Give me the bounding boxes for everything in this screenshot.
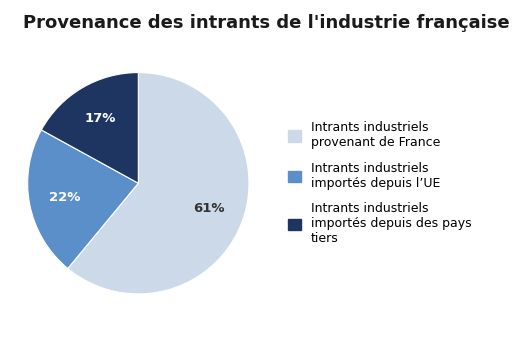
Text: 17%: 17% [85, 112, 115, 125]
Wedge shape [28, 130, 138, 268]
Text: 22%: 22% [49, 191, 80, 204]
Wedge shape [68, 73, 249, 294]
Wedge shape [41, 73, 138, 183]
Legend: Intrants industriels
provenant de France, Intrants industriels
importés depuis l: Intrants industriels provenant de France… [288, 121, 471, 245]
Text: 61%: 61% [193, 202, 225, 215]
Text: Provenance des intrants de l'industrie française: Provenance des intrants de l'industrie f… [23, 14, 509, 32]
